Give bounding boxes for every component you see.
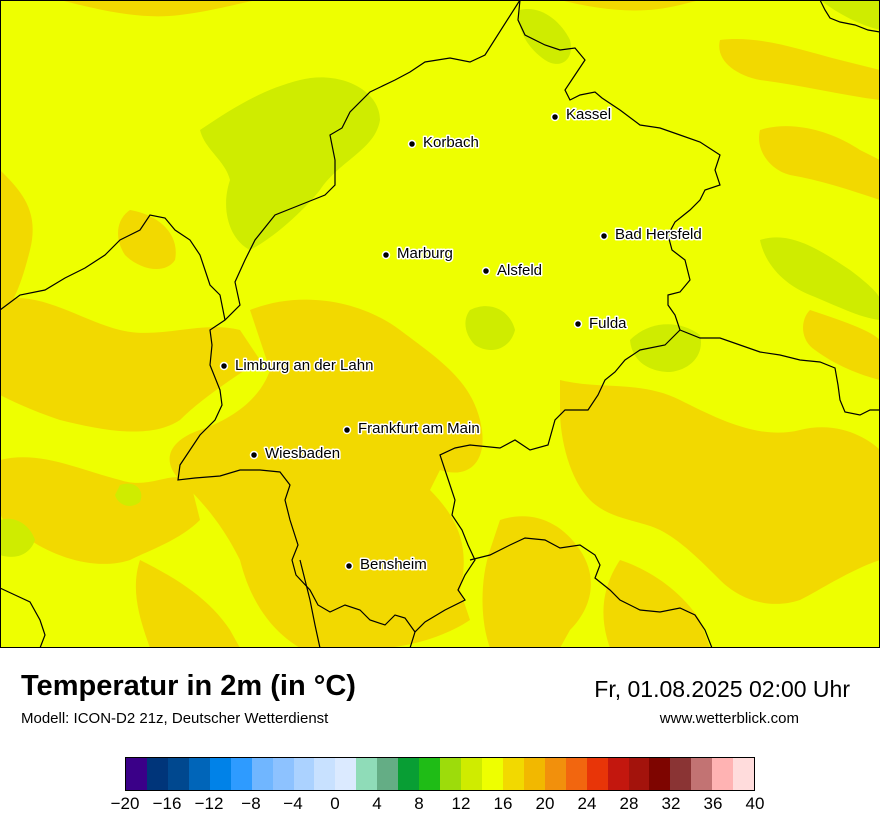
city-marker-fulda <box>573 319 583 329</box>
color-scale-swatch <box>272 758 294 790</box>
city-marker-limburg <box>219 361 229 371</box>
color-scale-swatch <box>251 758 273 790</box>
color-scale-tick-label: 8 <box>414 794 424 813</box>
city-marker-kassel <box>550 112 560 122</box>
color-scale-tick-label: −4 <box>283 794 303 813</box>
color-scale-tick-label: −16 <box>152 794 182 813</box>
color-scale-swatch <box>167 758 189 790</box>
color-scale-tick-label: 28 <box>619 794 639 813</box>
color-scale-tick-labels: −20 −16 −12 −8 −4 0 4 8 12 16 20 24 28 32 36 40 <box>0 794 880 818</box>
color-scale-swatch <box>188 758 210 790</box>
city-marker-frankfurt <box>342 425 352 435</box>
color-scale-tick-label: 20 <box>535 794 555 813</box>
color-scale-swatch <box>586 758 608 790</box>
color-scale-swatch <box>314 758 336 790</box>
color-scale-swatch <box>146 758 168 790</box>
city-marker-wiesbaden <box>249 450 259 460</box>
state-borders <box>0 0 880 649</box>
city-label-kassel: Kassel <box>566 106 611 123</box>
color-scale-swatch <box>377 758 399 790</box>
color-scale-tick-label: 4 <box>372 794 382 813</box>
city-label-limburg: Limburg an der Lahn <box>235 357 373 374</box>
color-scale-swatch <box>607 758 629 790</box>
city-labels: Kassel Korbach Bad Hersfeld Marburg Alsf… <box>234 105 704 575</box>
city-marker-alsfeld <box>481 266 491 276</box>
temperature-color-scale <box>125 757 755 791</box>
color-scale-tick-label: 40 <box>745 794 765 813</box>
city-label-marburg: Marburg <box>397 245 453 262</box>
color-scale-swatch <box>126 758 147 790</box>
color-scale-tick-label: 24 <box>577 794 597 813</box>
map-footer: Temperatur in 2m (in °C) Modell: ICON-D2… <box>0 648 880 830</box>
city-label-frankfurt: Frankfurt am Main <box>358 420 480 437</box>
color-scale-swatch <box>419 758 441 790</box>
color-scale-swatch <box>628 758 650 790</box>
color-scale-tick-label: −12 <box>194 794 224 813</box>
color-scale-swatch <box>293 758 315 790</box>
temperature-map: Kassel Korbach Bad Hersfeld Marburg Alsf… <box>0 0 880 649</box>
color-scale-swatch <box>335 758 357 790</box>
map-title: Temperatur in 2m (in °C) <box>21 670 356 702</box>
city-label-korbach: Korbach <box>423 134 479 151</box>
website-link[interactable]: www.wetterblick.com <box>659 710 799 727</box>
cool-temperature-areas <box>0 0 880 557</box>
city-markers <box>219 112 609 571</box>
color-scale-swatch <box>649 758 671 790</box>
model-source: Modell: ICON-D2 21z, Deutscher Wetterdie… <box>21 710 329 727</box>
color-scale-tick-label: 36 <box>703 794 723 813</box>
color-scale-swatch <box>481 758 503 790</box>
color-scale-swatch <box>691 758 713 790</box>
color-scale-swatch <box>502 758 524 790</box>
city-marker-korbach <box>407 139 417 149</box>
city-label-fulda: Fulda <box>589 315 627 332</box>
city-marker-bensheim <box>344 561 354 571</box>
color-scale-tick-label: 0 <box>330 794 340 813</box>
color-scale-tick-label: −8 <box>241 794 261 813</box>
warm-temperature-areas <box>0 0 880 648</box>
color-scale-swatch <box>230 758 252 790</box>
city-marker-marburg <box>381 250 391 260</box>
city-label-alsfeld: Alsfeld <box>497 262 542 279</box>
color-scale-swatch <box>440 758 461 790</box>
color-scale-swatch <box>670 758 692 790</box>
city-label-wiesbaden: Wiesbaden <box>265 445 340 462</box>
color-scale-swatch <box>209 758 231 790</box>
city-marker-bad-hersfeld <box>599 231 609 241</box>
color-scale-tick-label: −20 <box>110 794 140 813</box>
color-scale-swatch <box>461 758 482 790</box>
color-scale-swatch <box>398 758 420 790</box>
color-scale-tick-label: 16 <box>493 794 513 813</box>
color-scale-tick-label: 12 <box>451 794 471 813</box>
forecast-datetime: Fr, 01.08.2025 02:00 Uhr <box>594 676 850 702</box>
city-label-bensheim: Bensheim <box>360 556 427 573</box>
color-scale-swatch <box>712 758 734 790</box>
color-scale-tick-label: 32 <box>661 794 681 813</box>
color-scale-swatch <box>523 758 545 790</box>
color-scale-swatch <box>733 758 755 790</box>
color-scale-swatch <box>565 758 587 790</box>
color-scale-swatch <box>544 758 566 790</box>
city-label-bad-hersfeld: Bad Hersfeld <box>615 226 702 243</box>
color-scale-swatch <box>356 758 378 790</box>
